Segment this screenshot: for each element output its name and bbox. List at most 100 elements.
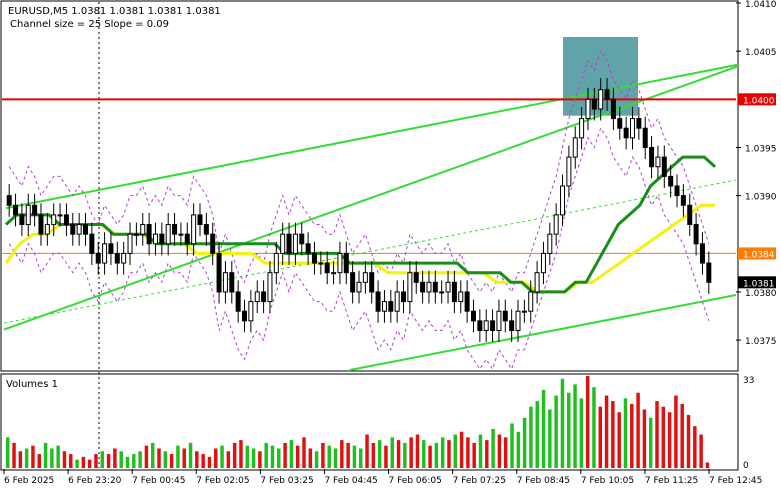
candle-body <box>152 233 158 245</box>
candle-body <box>439 291 445 294</box>
volume-bar <box>258 451 262 468</box>
volume-bar <box>182 448 186 468</box>
candle-body <box>25 204 31 226</box>
candle-body <box>261 291 267 303</box>
volume-bar <box>686 415 691 468</box>
candle-body <box>38 214 44 235</box>
volume-bar <box>125 456 130 468</box>
candle-body <box>560 185 566 216</box>
candle-body <box>140 224 146 235</box>
volume-bar <box>12 442 16 468</box>
candle-body <box>591 98 597 110</box>
volume-bar <box>75 459 79 468</box>
volume-bar <box>434 442 439 468</box>
volume-bar <box>232 442 237 468</box>
volume-bar <box>617 412 621 468</box>
candle-body <box>350 272 356 293</box>
main-plot-frame <box>0 0 739 372</box>
candle-body <box>604 89 610 100</box>
volume-bar <box>176 445 180 468</box>
volume-bar <box>333 448 338 468</box>
candle-body <box>32 204 38 216</box>
candle-body <box>305 243 311 254</box>
candle-body <box>521 310 527 313</box>
y-tick-label: 1.0375 <box>745 337 777 347</box>
volume-bar <box>567 392 571 468</box>
candle-body <box>528 291 534 312</box>
candle-body <box>369 272 375 293</box>
volume-bar <box>516 431 521 468</box>
candle-body <box>222 272 228 293</box>
volume-bar <box>592 387 596 468</box>
volume-bar <box>422 440 426 468</box>
volume-bar <box>459 431 464 468</box>
volume-bar <box>522 417 527 468</box>
candle-body <box>445 281 451 293</box>
volume-bar <box>611 401 615 468</box>
candle-body <box>299 233 305 245</box>
candle-body <box>699 243 705 264</box>
volume-bar <box>251 448 256 468</box>
candle-body <box>706 262 712 283</box>
volume-bar <box>163 451 168 468</box>
volume-bar <box>453 434 458 468</box>
volume-bar <box>150 442 155 468</box>
candle-body <box>458 291 464 303</box>
y-tick-label: 1.0395 <box>745 144 777 154</box>
volume-bar <box>352 445 357 468</box>
x-tick-label: 6 Feb 23:20 <box>68 476 122 486</box>
candle-body <box>464 291 470 312</box>
volume-bar <box>195 451 199 468</box>
volume-bar <box>207 456 212 468</box>
symbol-label: EURUSD,M5 1.0381 1.0381 1.0381 1.0381 <box>8 6 221 17</box>
volume-bar <box>43 442 48 468</box>
volume-bar <box>169 454 174 468</box>
volume-bar <box>277 448 281 468</box>
volume-bar <box>321 442 325 468</box>
candle-body <box>394 291 400 312</box>
volume-bar <box>6 437 10 468</box>
volume-bar <box>623 398 628 468</box>
volume-bar <box>541 389 546 468</box>
volume-bar <box>440 437 445 468</box>
volume-panel-title: Volumes 1 <box>6 379 58 390</box>
volume-bar <box>24 448 29 468</box>
candle-body <box>146 224 152 245</box>
volume-bar <box>37 454 41 468</box>
volume-bar <box>491 428 495 468</box>
candle-body <box>178 233 184 236</box>
volume-bar <box>415 434 420 468</box>
x-tick-label: 7 Feb 11:25 <box>645 476 698 486</box>
volume-bar <box>270 445 275 468</box>
candle-body <box>477 320 483 331</box>
y-tick-label: 1.0405 <box>745 48 777 58</box>
x-tick-label: 6 Feb 2025 <box>4 476 54 486</box>
volume-bar <box>630 403 634 468</box>
volume-bar <box>264 442 268 468</box>
volume-bar <box>384 445 388 468</box>
volume-bar <box>340 440 344 468</box>
candle-body <box>649 146 655 168</box>
volume-bar <box>359 448 363 468</box>
candle-body <box>216 252 222 293</box>
volume-bar <box>598 406 603 468</box>
volume-bar <box>295 445 300 468</box>
x-tick-label: 7 Feb 04:45 <box>324 476 377 486</box>
volume-bar <box>314 451 319 468</box>
indicator-label: Channel size = 25 Slope = 0.09 <box>10 19 169 30</box>
volume-bar <box>302 437 306 468</box>
volume-bar <box>144 445 149 468</box>
candle-body <box>108 243 114 254</box>
x-tick-label: 7 Feb 12:45 <box>709 476 762 486</box>
volume-bar <box>87 459 92 468</box>
candle-body <box>127 233 133 254</box>
mid-channel-line <box>3 179 737 324</box>
y-tick-label: 1.0410 <box>745 0 777 10</box>
x-tick-label: 7 Feb 02:05 <box>196 476 249 486</box>
volume-bar <box>705 462 710 468</box>
volume-bar <box>699 434 703 468</box>
candle-body <box>343 252 349 274</box>
volume-bar <box>283 442 287 468</box>
candle-body <box>483 320 489 331</box>
